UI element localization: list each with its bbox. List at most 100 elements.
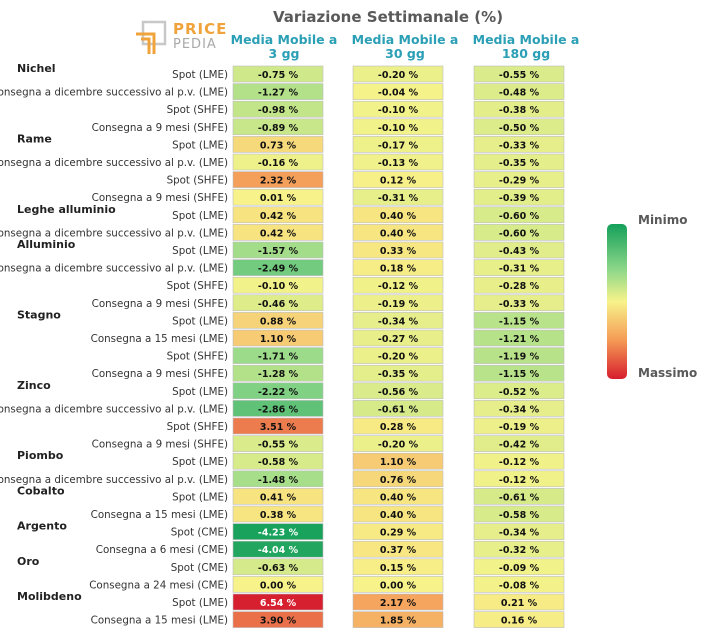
row-label: Consegna a dicembre successivo al p.v. (… — [0, 157, 228, 169]
cell-value-label: -0.60 % — [499, 211, 540, 222]
group-label: Stagno — [17, 308, 61, 321]
cell-value-label: -1.57 % — [258, 246, 299, 257]
column-header-30gg: Media Mobile a 30 gg — [351, 32, 459, 61]
heatmap-cell — [473, 347, 565, 364]
cell-value-label: 0.12 % — [380, 176, 417, 187]
row-label: Consegna a 24 mesi (CME) — [89, 579, 228, 591]
row-label: Consegna a 15 mesi (LME) — [91, 509, 228, 521]
cell-value-label: -0.13 % — [378, 158, 419, 169]
heatmap-cell — [232, 153, 324, 171]
heatmap-cell — [352, 171, 444, 188]
heatmap-cell — [473, 452, 565, 470]
heatmap-cell — [473, 417, 565, 435]
cell-value-label: 0.38 % — [260, 510, 297, 521]
cell-value-label: -0.29 % — [499, 176, 540, 187]
cell-value-label: -0.17 % — [378, 140, 419, 151]
cell-value-label: -1.28 % — [258, 369, 299, 380]
cell-value-label: -0.12 % — [378, 281, 419, 292]
cell-value-label: 0.40 % — [380, 492, 417, 503]
heatmap-cell — [352, 83, 444, 100]
cell-value-label: 0.18 % — [380, 264, 417, 275]
cell-value-label: -0.34 % — [499, 528, 540, 539]
cell-value-label: -1.48 % — [258, 475, 299, 486]
cell-value-label: -0.34 % — [499, 404, 540, 415]
heatmap-cell — [473, 276, 565, 294]
heatmap-cell — [473, 400, 565, 417]
heatmap-cell — [232, 347, 324, 364]
heatmap-cell — [352, 540, 444, 558]
cell-value-label: -0.10 % — [378, 123, 419, 134]
cell-value-label: -0.20 % — [378, 440, 419, 451]
column-header-180gg: Media Mobile a 180 gg — [472, 32, 580, 61]
row-label: Spot (LME) — [172, 456, 228, 468]
heatmap-cell — [473, 558, 565, 576]
heatmap-cell — [352, 505, 444, 523]
heatmap-cell — [352, 100, 444, 118]
cell-value-label: -0.16 % — [258, 158, 299, 169]
cell-value-label: -0.12 % — [499, 457, 540, 468]
cell-value-label: 2.17 % — [380, 598, 417, 609]
row-label: Consegna a dicembre successivo al p.v. (… — [0, 227, 228, 239]
cell-value-label: -0.98 % — [258, 105, 299, 116]
heatmap-cell — [473, 206, 565, 224]
group-label: Nichel — [17, 62, 56, 75]
cell-value-label: 0.73 % — [260, 140, 297, 151]
heatmap-cell — [352, 136, 444, 153]
cell-value-label: -2.22 % — [258, 387, 299, 398]
cell-value-label: -0.61 % — [378, 404, 419, 415]
row-label: Consegna a dicembre successivo al p.v. (… — [0, 403, 228, 415]
heatmap-cell — [232, 65, 324, 83]
row-label: Spot (CME) — [171, 527, 228, 539]
cell-value-label: -0.19 % — [378, 299, 419, 310]
cell-value-label: -0.28 % — [499, 281, 540, 292]
heatmap-cell — [232, 505, 324, 523]
heatmap-cell — [473, 488, 565, 505]
cell-value-label: -0.48 % — [499, 88, 540, 99]
cell-value-label: -1.71 % — [258, 352, 299, 363]
heatmap-cell — [232, 118, 324, 136]
cell-value-label: 0.01 % — [260, 193, 297, 204]
heatmap-cell — [473, 435, 565, 452]
heatmap-cell — [473, 593, 565, 611]
cell-value-label: -1.21 % — [499, 334, 540, 345]
cell-value-label: -0.33 % — [499, 299, 540, 310]
heatmap-cell — [473, 241, 565, 259]
heatmap-cell — [352, 206, 444, 224]
cell-value-label: -0.34 % — [378, 316, 419, 327]
heatmap-cell — [352, 276, 444, 294]
cell-value-label: 0.16 % — [501, 616, 538, 627]
heatmap-cell — [232, 470, 324, 488]
cell-value-label: 6.54 % — [260, 598, 297, 609]
logo-text-pedia: PEDIA — [173, 37, 217, 52]
heatmap-cell — [352, 470, 444, 488]
cell-value-label: 0.40 % — [380, 228, 417, 239]
heatmap-cell — [473, 382, 565, 400]
heatmap-cell — [232, 593, 324, 611]
heatmap-cell — [473, 505, 565, 523]
heatmap-cell — [352, 153, 444, 171]
heatmap-cell — [352, 188, 444, 206]
row-label: Consegna a 9 mesi (SHFE) — [92, 368, 228, 380]
group-label: Leghe alluminio — [17, 203, 116, 216]
heatmap-cell — [473, 100, 565, 118]
cell-value-label: -0.56 % — [378, 387, 419, 398]
logo-text-price: PRICE — [173, 20, 228, 38]
cell-value-label: -0.12 % — [499, 475, 540, 486]
pricepedia-logo: PRICE PEDIA — [134, 20, 228, 56]
cell-value-label: -0.61 % — [499, 492, 540, 503]
cell-value-label: -0.27 % — [378, 334, 419, 345]
cell-value-label: -0.20 % — [378, 70, 419, 81]
heatmap-cell — [473, 171, 565, 188]
row-label: Spot (LME) — [172, 245, 228, 257]
heatmap-cell — [352, 611, 444, 628]
cell-value-label: 1.10 % — [380, 457, 417, 468]
heatmap-cell — [352, 576, 444, 593]
heatmap-cell — [232, 83, 324, 100]
group-label: Rame — [17, 132, 52, 145]
row-label: Consegna a 9 mesi (SHFE) — [92, 122, 228, 134]
heatmap-cell — [232, 329, 324, 347]
heatmap-cell — [232, 241, 324, 259]
heatmap-cell — [473, 329, 565, 347]
cell-value-label: 0.28 % — [380, 422, 417, 433]
group-label: Cobalto — [17, 484, 65, 497]
